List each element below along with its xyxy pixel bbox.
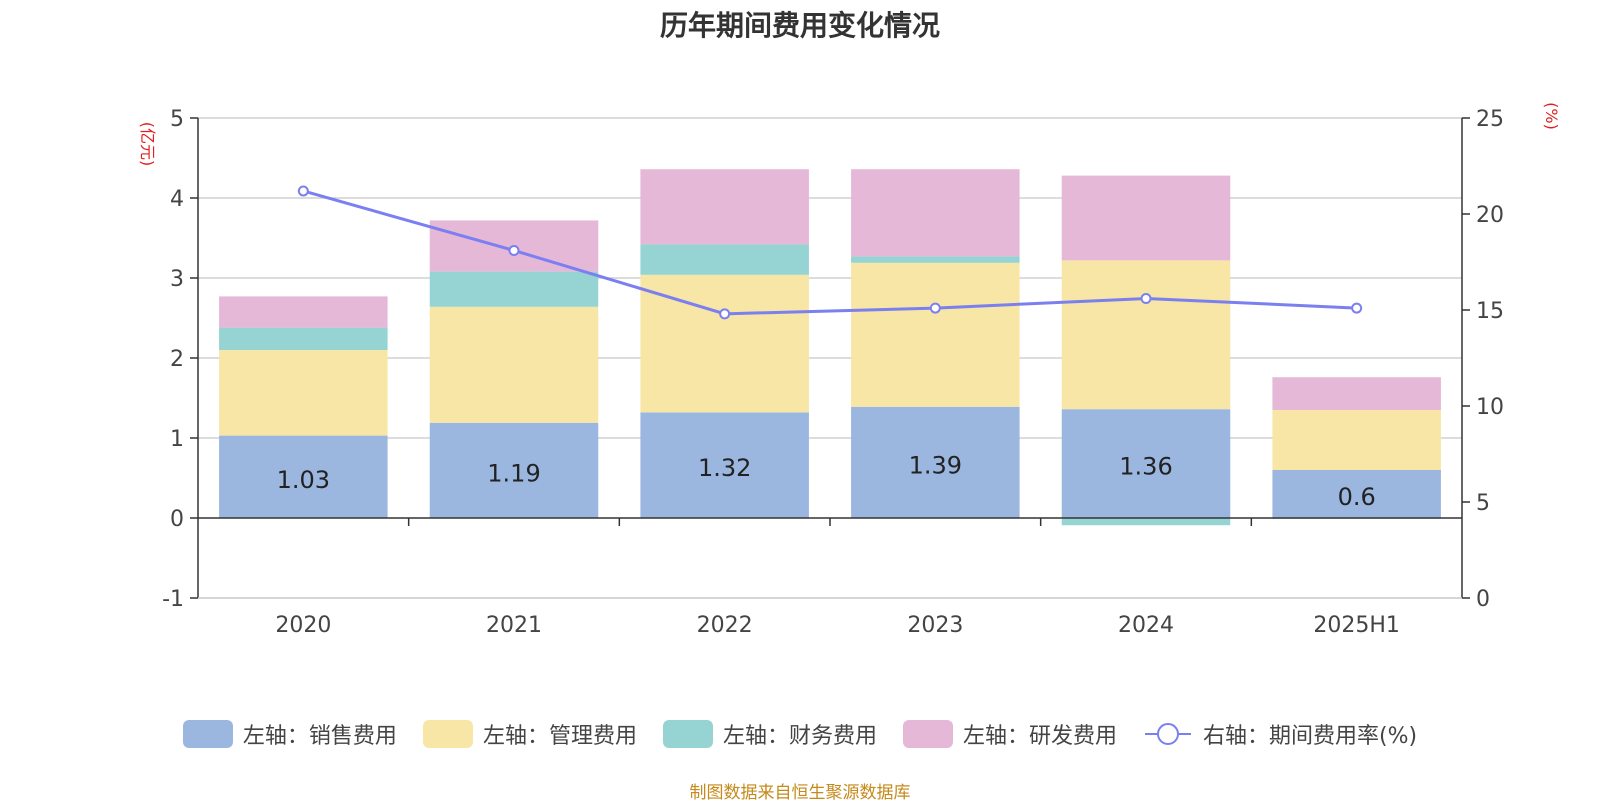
legend-swatch-finance	[662, 720, 713, 748]
bar-segment-2-2024	[1061, 518, 1231, 526]
expense-rate-point	[929, 302, 941, 314]
bar-segment-0-2024	[1061, 409, 1231, 518]
category-label: 2024	[1118, 613, 1174, 638]
bar-segment-3-2023	[851, 169, 1020, 257]
data-source-note: 制图数据来自恒生聚源数据库	[689, 783, 911, 803]
expense-rate-point	[508, 244, 520, 256]
bar-segment-3-2025H1	[1272, 377, 1441, 410]
expense-rate-line	[302, 189, 1357, 316]
category-label: 2025H1	[1313, 613, 1400, 638]
right-axis-tick-label: 10	[1476, 395, 1504, 420]
expense-rate-point	[1351, 302, 1363, 314]
legend-label-expense-rate: 右轴：期间费用率(%)	[1202, 724, 1418, 749]
right-axis-tick-label: 0	[1476, 587, 1490, 612]
expense-rate-point	[719, 308, 731, 320]
bar-data-label: 1.03	[277, 466, 330, 494]
legend-swatch-sales	[182, 720, 233, 748]
legend-label-admin: 左轴：管理费用	[482, 724, 637, 749]
legend-item-expense-rate[interactable]: 右轴：期间费用率(%)	[1143, 718, 1417, 750]
legend-line-marker-icon	[1144, 723, 1191, 745]
left-axis-tick-label: -1	[162, 587, 184, 612]
bar-segment-0-2021	[429, 422, 599, 518]
right-axis-tick-label: 25	[1476, 107, 1504, 132]
left-axis-tick-label: 3	[170, 267, 184, 292]
expense-rate-point	[297, 185, 309, 197]
bar-segment-2-2020	[219, 327, 388, 350]
bar-segment-0-2020	[219, 435, 388, 518]
bar-segment-1-2021	[429, 306, 599, 423]
left-axis-tick-label: 2	[170, 347, 184, 372]
category-label: 2021	[486, 613, 542, 638]
legend-item-rnd[interactable]: 左轴：研发费用	[902, 718, 1117, 750]
legend-item-sales[interactable]: 左轴：销售费用	[182, 718, 397, 750]
bar-segment-2-2022	[640, 244, 809, 275]
legend-swatch-rnd	[902, 720, 953, 748]
bar-segment-1-2024	[1061, 260, 1231, 410]
bar-data-label: 0.6	[1338, 483, 1376, 511]
bar-segment-1-2023	[851, 262, 1020, 407]
left-axis-unit-label: (亿元)	[138, 122, 157, 167]
bar-data-label: 1.36	[1119, 453, 1172, 481]
legend-item-admin[interactable]: 左轴：管理费用	[422, 718, 637, 750]
bar-data-label: 1.39	[909, 451, 962, 479]
bar-segment-2-2021	[429, 271, 599, 307]
bar-segment-0-2022	[640, 412, 809, 518]
legend-label-rnd: 左轴：研发费用	[962, 724, 1117, 749]
bar-segment-0-2023	[851, 406, 1020, 518]
legend-label-sales: 左轴：销售费用	[242, 724, 397, 749]
category-label: 2023	[907, 613, 963, 638]
bar-segment-0-2025H1	[1272, 470, 1441, 518]
category-label: 2022	[697, 613, 753, 638]
right-axis-tick-label: 20	[1476, 203, 1504, 228]
bar-segment-3-2022	[640, 169, 809, 245]
right-axis-unit-label: (%)	[1542, 102, 1561, 130]
bar-segment-3-2020	[219, 296, 388, 328]
bar-segment-1-2020	[219, 350, 388, 436]
expense-rate-point	[1140, 292, 1152, 304]
left-axis-tick-label: 4	[170, 187, 184, 212]
left-axis-tick-label: 0	[170, 507, 184, 532]
chart-legend: 左轴：销售费用 左轴：管理费用 左轴：财务费用 左轴：研发费用 右轴：期间费用率…	[0, 718, 1600, 750]
right-axis-tick-label: 5	[1476, 491, 1490, 516]
legend-label-finance: 左轴：财务费用	[722, 724, 877, 749]
chart-title: 历年期间费用变化情况	[659, 9, 940, 42]
right-axis-tick-label: 15	[1476, 299, 1504, 324]
category-label: 2020	[275, 613, 331, 638]
left-axis-tick-label: 1	[170, 427, 184, 452]
bar-segment-2-2023	[851, 256, 1020, 263]
bar-segment-3-2024	[1061, 175, 1231, 261]
bar-data-label: 1.32	[698, 454, 751, 482]
bar-segment-1-2025H1	[1272, 410, 1441, 470]
chart-canvas: -1 0 1 2 3 4 5 0 5 10 15 20 25 (亿元) (%) 1.03 1.19 1.32 1.3…	[138, 102, 1561, 638]
legend-swatch-admin	[422, 720, 473, 748]
legend-item-finance[interactable]: 左轴：财务费用	[662, 718, 877, 750]
bar-data-label: 1.19	[487, 459, 540, 487]
left-axis-tick-label: 5	[170, 107, 184, 132]
